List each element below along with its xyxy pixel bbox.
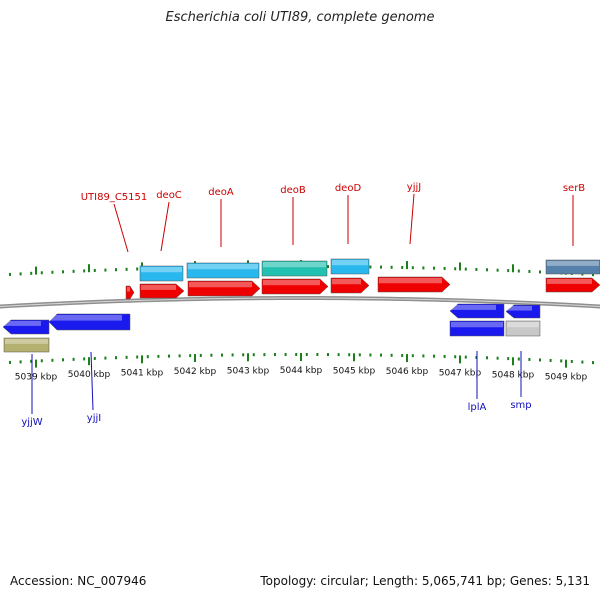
scale-label: 5040 kbp bbox=[68, 370, 111, 380]
cds-yjjW bbox=[2, 319, 50, 335]
scale-label: 5043 kbp bbox=[227, 366, 270, 376]
cds-yjjJ-gloss bbox=[379, 278, 442, 284]
gene-box-deoC-gloss bbox=[141, 267, 182, 273]
cds-yjjI bbox=[48, 313, 131, 331]
scale-label: 5041 kbp bbox=[121, 368, 164, 378]
cds-deoB-gloss bbox=[263, 280, 320, 286]
cds-smp bbox=[505, 304, 541, 319]
gene-box-deoB-gloss bbox=[263, 262, 326, 268]
gene-leader-line bbox=[113, 203, 129, 253]
gene-leader-line bbox=[409, 193, 415, 245]
gene-label: smp bbox=[510, 400, 531, 411]
backbone-inner bbox=[0, 297, 600, 308]
scale-label: 5047 kbp bbox=[439, 368, 482, 378]
gene-box-lplA bbox=[449, 320, 505, 337]
gene-label: serB bbox=[563, 183, 585, 194]
scale-label: 5044 kbp bbox=[280, 366, 323, 376]
gene-label: deoC bbox=[156, 190, 182, 201]
scale-label: 5045 kbp bbox=[333, 366, 376, 376]
gene-leader-line bbox=[160, 201, 170, 252]
cds-smp-gloss bbox=[507, 306, 532, 311]
cds-deoC bbox=[139, 283, 185, 299]
cds-UTI89_C5151 bbox=[125, 285, 135, 300]
scale-label: 5046 kbp bbox=[386, 367, 429, 377]
gene-box-yjjW-gloss bbox=[5, 339, 48, 344]
scale-label: 5049 kbp bbox=[545, 373, 588, 383]
gene-label: yjjI bbox=[87, 413, 101, 424]
cds-serB bbox=[545, 277, 600, 293]
gene-label: deoD bbox=[335, 183, 362, 194]
cds-deoB bbox=[261, 278, 329, 295]
cds-serB-gloss bbox=[547, 279, 592, 284]
gene-label: yjjJ bbox=[407, 182, 421, 193]
cds-yjjI-gloss bbox=[50, 315, 122, 321]
gene-label: UTI89_C5151 bbox=[81, 192, 148, 203]
cds-lplA bbox=[449, 303, 505, 319]
gene-box-deoC bbox=[139, 265, 184, 282]
cds-UTI89_C5151-gloss bbox=[127, 287, 130, 292]
gene-label: deoA bbox=[208, 187, 234, 198]
cds-deoA-gloss bbox=[189, 282, 252, 288]
gene-box-deoA-gloss bbox=[188, 264, 258, 270]
gene-box-deoD bbox=[330, 258, 370, 275]
cds-deoD bbox=[330, 277, 370, 294]
gene-label: lplA bbox=[468, 402, 487, 413]
cds-deoD-gloss bbox=[332, 279, 361, 285]
topology-text: Topology: circular; Length: 5,065,741 bp… bbox=[260, 574, 590, 588]
gene-box-deoD-gloss bbox=[332, 260, 368, 266]
cds-yjjJ bbox=[377, 276, 451, 293]
scale-label: 5042 kbp bbox=[174, 367, 217, 377]
gene-box-smp-gloss bbox=[507, 322, 539, 328]
cds-deoC-gloss bbox=[141, 285, 176, 290]
gene-box-serB bbox=[545, 259, 600, 275]
gene-label: deoB bbox=[280, 185, 306, 196]
gene-box-deoA bbox=[186, 262, 260, 279]
gene-leader-line bbox=[90, 351, 94, 411]
cds-deoA bbox=[187, 280, 261, 297]
gene-box-serB-gloss bbox=[547, 261, 599, 266]
scale-label: 5039 kbp bbox=[15, 373, 58, 383]
scale-label: 5048 kbp bbox=[492, 370, 535, 380]
cds-lplA-gloss bbox=[451, 305, 496, 310]
genome-title: Escherichia coli UTI89, complete genome bbox=[165, 10, 435, 25]
gene-box-lplA-gloss bbox=[451, 322, 503, 328]
cds-yjjW-gloss bbox=[4, 321, 41, 326]
gene-label: yjjW bbox=[21, 417, 42, 428]
gene-box-smp bbox=[505, 320, 541, 337]
gene-box-deoB bbox=[261, 260, 328, 277]
gene-box-yjjW bbox=[3, 337, 50, 353]
accession-text: Accession: NC_007946 bbox=[10, 574, 147, 588]
